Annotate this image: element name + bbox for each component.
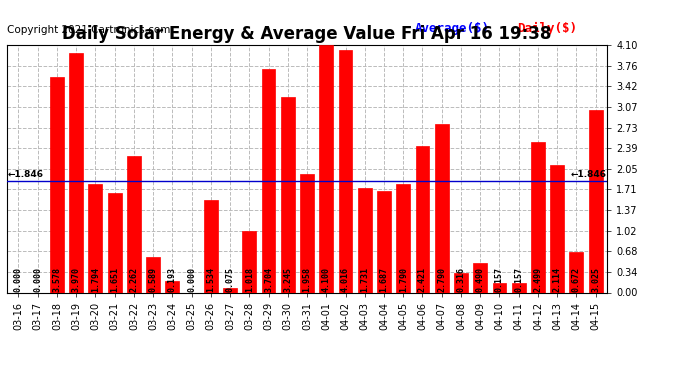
- Bar: [166, 281, 179, 292]
- Bar: [358, 188, 372, 292]
- Text: 0.589: 0.589: [148, 267, 157, 292]
- Bar: [69, 53, 83, 292]
- Text: 0.157: 0.157: [495, 267, 504, 292]
- Text: 3.970: 3.970: [72, 267, 81, 292]
- Bar: [589, 110, 602, 292]
- Text: 1.790: 1.790: [399, 267, 408, 292]
- Text: 0.316: 0.316: [457, 267, 466, 292]
- Text: 1.651: 1.651: [110, 267, 119, 292]
- Text: 0.075: 0.075: [226, 267, 235, 292]
- Text: 0.157: 0.157: [514, 267, 523, 292]
- Text: 2.262: 2.262: [130, 267, 139, 292]
- Text: 2.114: 2.114: [553, 267, 562, 292]
- Text: 3.025: 3.025: [591, 267, 600, 292]
- Bar: [50, 76, 64, 292]
- Bar: [531, 142, 545, 292]
- Bar: [242, 231, 256, 292]
- Text: 2.499: 2.499: [533, 267, 542, 292]
- Text: 0.193: 0.193: [168, 267, 177, 292]
- Text: 0.490: 0.490: [475, 267, 484, 292]
- Text: Average($): Average($): [415, 22, 490, 35]
- Bar: [512, 283, 526, 292]
- Text: Daily($): Daily($): [518, 22, 577, 35]
- Text: 4.100: 4.100: [322, 267, 331, 292]
- Bar: [550, 165, 564, 292]
- Text: ←1.846: ←1.846: [570, 170, 607, 178]
- Bar: [262, 69, 275, 292]
- Text: 0.000: 0.000: [33, 267, 42, 292]
- Bar: [127, 156, 141, 292]
- Text: 1.958: 1.958: [302, 267, 312, 292]
- Bar: [454, 273, 468, 292]
- Bar: [493, 283, 506, 292]
- Text: 3.704: 3.704: [264, 267, 273, 292]
- Text: 0.000: 0.000: [14, 267, 23, 292]
- Text: 3.578: 3.578: [52, 267, 61, 292]
- Bar: [300, 174, 314, 292]
- Text: 1.018: 1.018: [245, 267, 254, 292]
- Bar: [108, 193, 121, 292]
- Bar: [569, 252, 583, 292]
- Bar: [146, 257, 160, 292]
- Text: 2.421: 2.421: [418, 267, 427, 292]
- Text: 1.731: 1.731: [360, 267, 369, 292]
- Text: 4.016: 4.016: [341, 267, 350, 292]
- Text: 3.245: 3.245: [284, 267, 293, 292]
- Bar: [396, 184, 410, 292]
- Text: 0.672: 0.672: [572, 267, 581, 292]
- Text: 1.534: 1.534: [206, 267, 215, 292]
- Bar: [319, 45, 333, 292]
- Text: 2.790: 2.790: [437, 267, 446, 292]
- Text: 1.687: 1.687: [380, 267, 388, 292]
- Bar: [204, 200, 218, 292]
- Bar: [415, 146, 429, 292]
- Text: 1.794: 1.794: [91, 267, 100, 292]
- Bar: [223, 288, 237, 292]
- Bar: [377, 190, 391, 292]
- Bar: [88, 184, 102, 292]
- Title: Daily Solar Energy & Average Value Fri Apr 16 19:38: Daily Solar Energy & Average Value Fri A…: [62, 26, 552, 44]
- Text: 0.000: 0.000: [187, 267, 196, 292]
- Bar: [339, 50, 353, 292]
- Text: Copyright 2021 Cartronics.com: Copyright 2021 Cartronics.com: [7, 25, 170, 35]
- Text: ←1.846: ←1.846: [8, 170, 44, 178]
- Bar: [435, 124, 448, 292]
- Bar: [281, 97, 295, 292]
- Bar: [473, 263, 487, 292]
